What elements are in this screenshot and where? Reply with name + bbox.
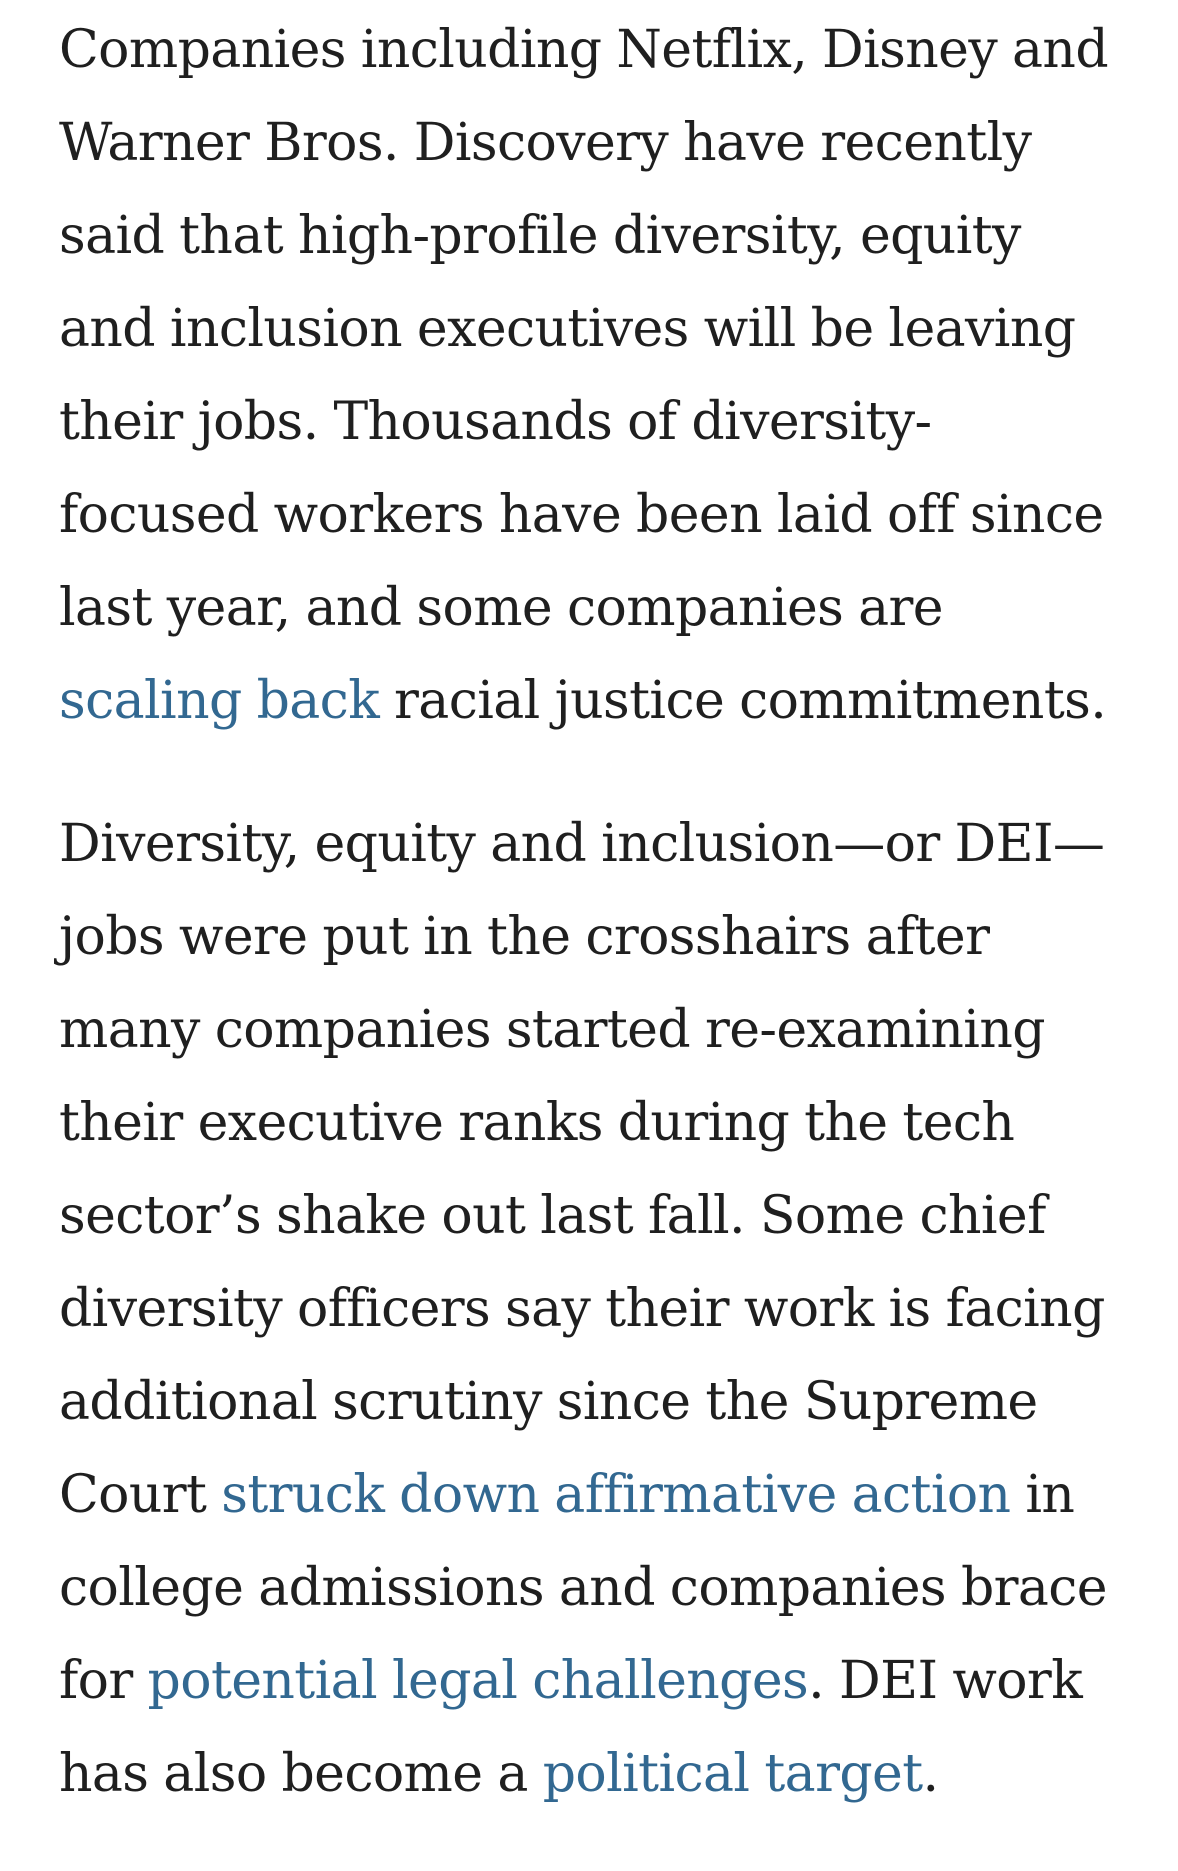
text-line: Companies including Netflix, Disney and <box>59 4 1129 97</box>
text-segment: said that high-profile diversity, equity <box>59 206 1021 266</box>
text-segment: . DEI work <box>808 1651 1083 1711</box>
text-segment: additional scrutiny since the Supreme <box>59 1372 1038 1432</box>
text-line: college admissions and companies brace <box>59 1542 1129 1635</box>
text-line: diversity officers say their work is fac… <box>59 1263 1129 1356</box>
text-segment: jobs were put in the crosshairs after <box>59 907 990 967</box>
text-line: focused workers have been laid off since <box>59 469 1129 562</box>
text-line: for potential legal challenges. DEI work <box>59 1635 1129 1728</box>
text-segment: sector’s shake out last fall. Some chief <box>59 1186 1046 1246</box>
text-line: additional scrutiny since the Supreme <box>59 1356 1129 1449</box>
text-segment: Warner Bros. Discovery have recently <box>59 113 1032 173</box>
text-segment: . <box>922 1744 939 1804</box>
text-segment: for <box>59 1651 148 1711</box>
text-line: Diversity, equity and inclusion—or DEI— <box>59 798 1129 891</box>
text-line: has also become a political target. <box>59 1728 1129 1821</box>
text-segment: their executive ranks during the tech <box>59 1093 1015 1153</box>
text-segment: racial justice commitments. <box>379 671 1107 731</box>
text-segment: last year, and some companies are <box>59 578 944 638</box>
article-paragraph: Companies including Netflix, Disney and W… <box>59 4 1129 748</box>
text-segment: college admissions and companies brace <box>59 1558 1108 1618</box>
text-segment: Diversity, equity and inclusion—or DEI— <box>59 814 1105 874</box>
link-struck-down-affirmative-action[interactable]: struck down affirmative action <box>221 1465 1011 1525</box>
link-potential-legal-challenges[interactable]: potential legal challenges <box>147 1651 809 1711</box>
link-political-target[interactable]: political target <box>542 1744 923 1804</box>
text-line: sector’s shake out last fall. Some chief <box>59 1170 1129 1263</box>
text-line: Court struck down affirmative action in <box>59 1449 1129 1542</box>
text-line: jobs were put in the crosshairs after <box>59 891 1129 984</box>
text-line: their executive ranks during the tech <box>59 1077 1129 1170</box>
text-line: Warner Bros. Discovery have recently <box>59 97 1129 190</box>
text-segment: has also become a <box>59 1744 543 1804</box>
text-line: many companies started re-examining <box>59 984 1129 1077</box>
text-line: scaling back racial justice commitments. <box>59 655 1129 748</box>
text-segment: their jobs. Thousands of diversity- <box>59 392 932 452</box>
article-paragraph: Diversity, equity and inclusion—or DEI— j… <box>59 798 1129 1821</box>
text-line: their jobs. Thousands of diversity- <box>59 376 1129 469</box>
article-body: Companies including Netflix, Disney and W… <box>59 4 1129 1871</box>
link-scaling-back[interactable]: scaling back <box>59 671 380 731</box>
text-segment: Companies including Netflix, Disney and <box>59 20 1109 80</box>
text-line: and inclusion executives will be leaving <box>59 283 1129 376</box>
text-segment: and inclusion executives will be leaving <box>59 299 1076 359</box>
text-segment: focused workers have been laid off since <box>59 485 1104 545</box>
text-segment: Court <box>59 1465 222 1525</box>
text-line: last year, and some companies are <box>59 562 1129 655</box>
text-segment: in <box>1010 1465 1075 1525</box>
text-line: said that high-profile diversity, equity <box>59 190 1129 283</box>
text-segment: many companies started re-examining <box>59 1000 1046 1060</box>
text-segment: diversity officers say their work is fac… <box>59 1279 1105 1339</box>
